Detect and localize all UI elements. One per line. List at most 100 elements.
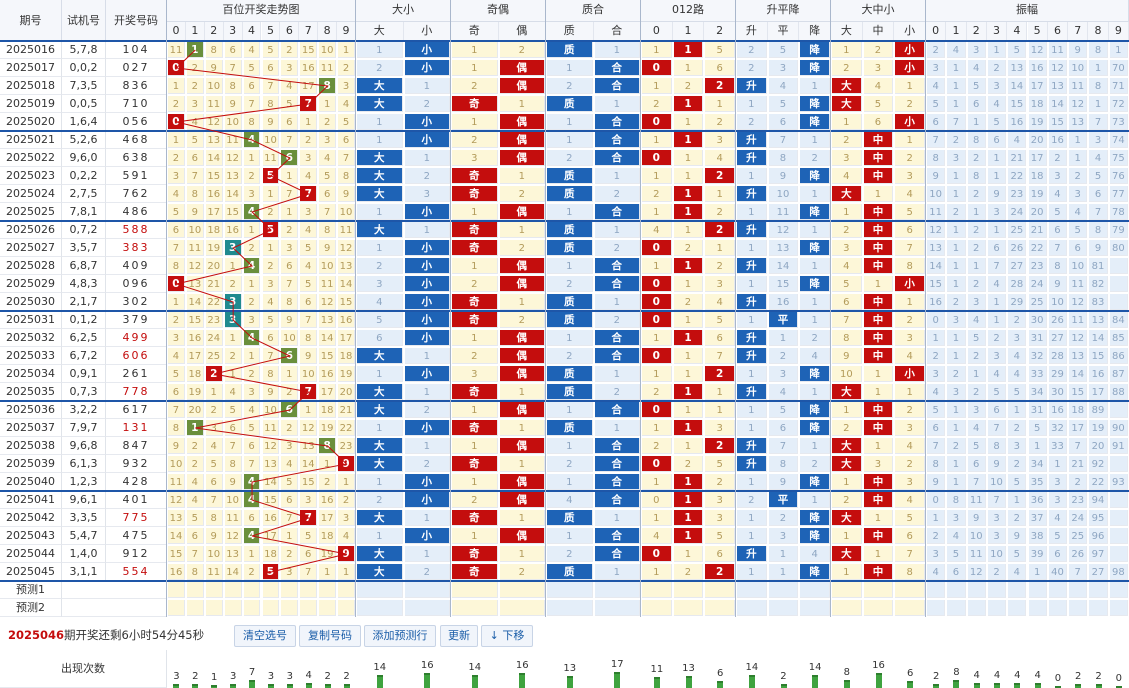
r012-cell: 1 <box>642 78 672 94</box>
forecast-cell[interactable] <box>281 582 299 598</box>
forecast-cell[interactable] <box>673 582 704 598</box>
forecast-cell[interactable] <box>832 582 862 598</box>
forecast-cell[interactable] <box>262 600 280 616</box>
forecast-cell[interactable] <box>243 582 261 598</box>
forecast-cell[interactable] <box>338 600 355 616</box>
forecast-cell[interactable] <box>300 600 318 616</box>
dzx-cell: 3 <box>895 420 925 436</box>
zf-cell: 1 <box>1069 132 1088 148</box>
forecast-cell[interactable] <box>895 582 925 598</box>
h-cell: 9 <box>262 384 280 400</box>
forecast-cell[interactable] <box>987 582 1007 598</box>
forecast-cell[interactable] <box>205 582 223 598</box>
forecast-cell[interactable] <box>1008 600 1027 616</box>
jo-cell: 偶 <box>499 528 545 544</box>
forecast-cell[interactable] <box>927 600 946 616</box>
forecast-cell[interactable] <box>967 582 986 598</box>
copy-numbers-button[interactable]: 复制号码 <box>299 625 361 647</box>
forecast-cell[interactable] <box>832 600 862 616</box>
zf-cell: 28 <box>1048 348 1068 364</box>
hundreds-mark: 0 <box>168 276 185 292</box>
h-cell: 6 <box>300 294 318 310</box>
forecast-cell[interactable] <box>863 600 894 616</box>
h-cell: 3 <box>243 186 261 202</box>
zh-cell: 1 <box>594 420 640 436</box>
forecast-cell[interactable] <box>673 600 704 616</box>
forecast-cell[interactable] <box>927 582 946 598</box>
forecast-cell[interactable] <box>947 600 966 616</box>
forecast-cell[interactable] <box>1069 600 1088 616</box>
forecast-cell[interactable] <box>186 600 204 616</box>
forecast-cell[interactable] <box>357 582 403 598</box>
forecast-cell[interactable] <box>642 582 672 598</box>
forecast-cell[interactable] <box>1048 582 1068 598</box>
forecast-cell[interactable] <box>947 582 966 598</box>
forecast-cell[interactable] <box>594 600 640 616</box>
dx-cell: 1 <box>357 420 403 436</box>
forecast-cell[interactable] <box>319 600 337 616</box>
forecast-cell[interactable] <box>1109 600 1128 616</box>
h-cell: 17 <box>300 78 318 94</box>
forecast-cell[interactable] <box>987 600 1007 616</box>
forecast-cell[interactable] <box>1008 582 1027 598</box>
zf-cell: 2 <box>1008 456 1027 472</box>
draw-number-cell: 056 <box>106 113 167 131</box>
forecast-cell[interactable] <box>1048 600 1068 616</box>
forecast-cell[interactable] <box>768 582 799 598</box>
forecast-cell[interactable] <box>338 582 355 598</box>
zf-cell: 17 <box>1069 420 1088 436</box>
forecast-cell[interactable] <box>800 582 830 598</box>
forecast-cell[interactable] <box>1069 582 1088 598</box>
forecast-cell[interactable] <box>800 600 830 616</box>
forecast-cell[interactable] <box>262 582 280 598</box>
sub-header: 0 <box>926 22 947 41</box>
refresh-button[interactable]: 更新 <box>440 625 478 647</box>
forecast-cell[interactable] <box>452 582 498 598</box>
forecast-cell[interactable] <box>1028 582 1047 598</box>
forecast-cell[interactable] <box>452 600 498 616</box>
forecast-cell[interactable] <box>705 582 735 598</box>
forecast-cell[interactable] <box>404 582 450 598</box>
h-cell: 4 <box>281 456 299 472</box>
forecast-cell[interactable] <box>547 582 593 598</box>
forecast-cell[interactable] <box>863 582 894 598</box>
move-down-button[interactable]: ↓ 下移 <box>481 625 533 647</box>
forecast-cell[interactable] <box>186 582 204 598</box>
clear-selection-button[interactable]: 清空选号 <box>234 625 296 647</box>
forecast-cell[interactable] <box>737 600 767 616</box>
forecast-cell[interactable] <box>1028 600 1047 616</box>
forecast-cell[interactable] <box>768 600 799 616</box>
forecast-cell[interactable] <box>281 600 299 616</box>
forecast-cell[interactable] <box>1089 582 1108 598</box>
forecast-cell[interactable] <box>642 600 672 616</box>
forecast-cell[interactable] <box>168 582 185 598</box>
forecast-cell[interactable] <box>300 582 318 598</box>
forecast-cell[interactable] <box>205 600 223 616</box>
add-forecast-row-button[interactable]: 添加预测行 <box>364 625 436 647</box>
forecast-cell[interactable] <box>594 582 640 598</box>
jo-cell: 1 <box>499 222 545 238</box>
forecast-cell[interactable] <box>1089 600 1108 616</box>
forecast-cell[interactable] <box>243 600 261 616</box>
forecast-cell[interactable] <box>705 600 735 616</box>
forecast-cell[interactable] <box>499 582 545 598</box>
forecast-blank <box>62 581 167 599</box>
forecast-cell[interactable] <box>895 600 925 616</box>
h-cell: 16 <box>319 366 337 382</box>
route-mark: 0 <box>642 276 672 292</box>
forecast-cell[interactable] <box>967 600 986 616</box>
dzx-cell: 小 <box>895 366 925 382</box>
forecast-cell[interactable] <box>319 582 337 598</box>
forecast-cell[interactable] <box>737 582 767 598</box>
forecast-cell[interactable] <box>499 600 545 616</box>
forecast-cell[interactable] <box>404 600 450 616</box>
dx-cell: 小 <box>404 312 450 328</box>
forecast-cell[interactable] <box>547 600 593 616</box>
forecast-cell[interactable] <box>1109 582 1128 598</box>
forecast-cell[interactable] <box>224 600 242 616</box>
zf-cell: 1 <box>987 150 1007 166</box>
zh-cell: 合 <box>594 204 640 220</box>
forecast-cell[interactable] <box>224 582 242 598</box>
forecast-cell[interactable] <box>357 600 403 616</box>
forecast-cell[interactable] <box>168 600 185 616</box>
